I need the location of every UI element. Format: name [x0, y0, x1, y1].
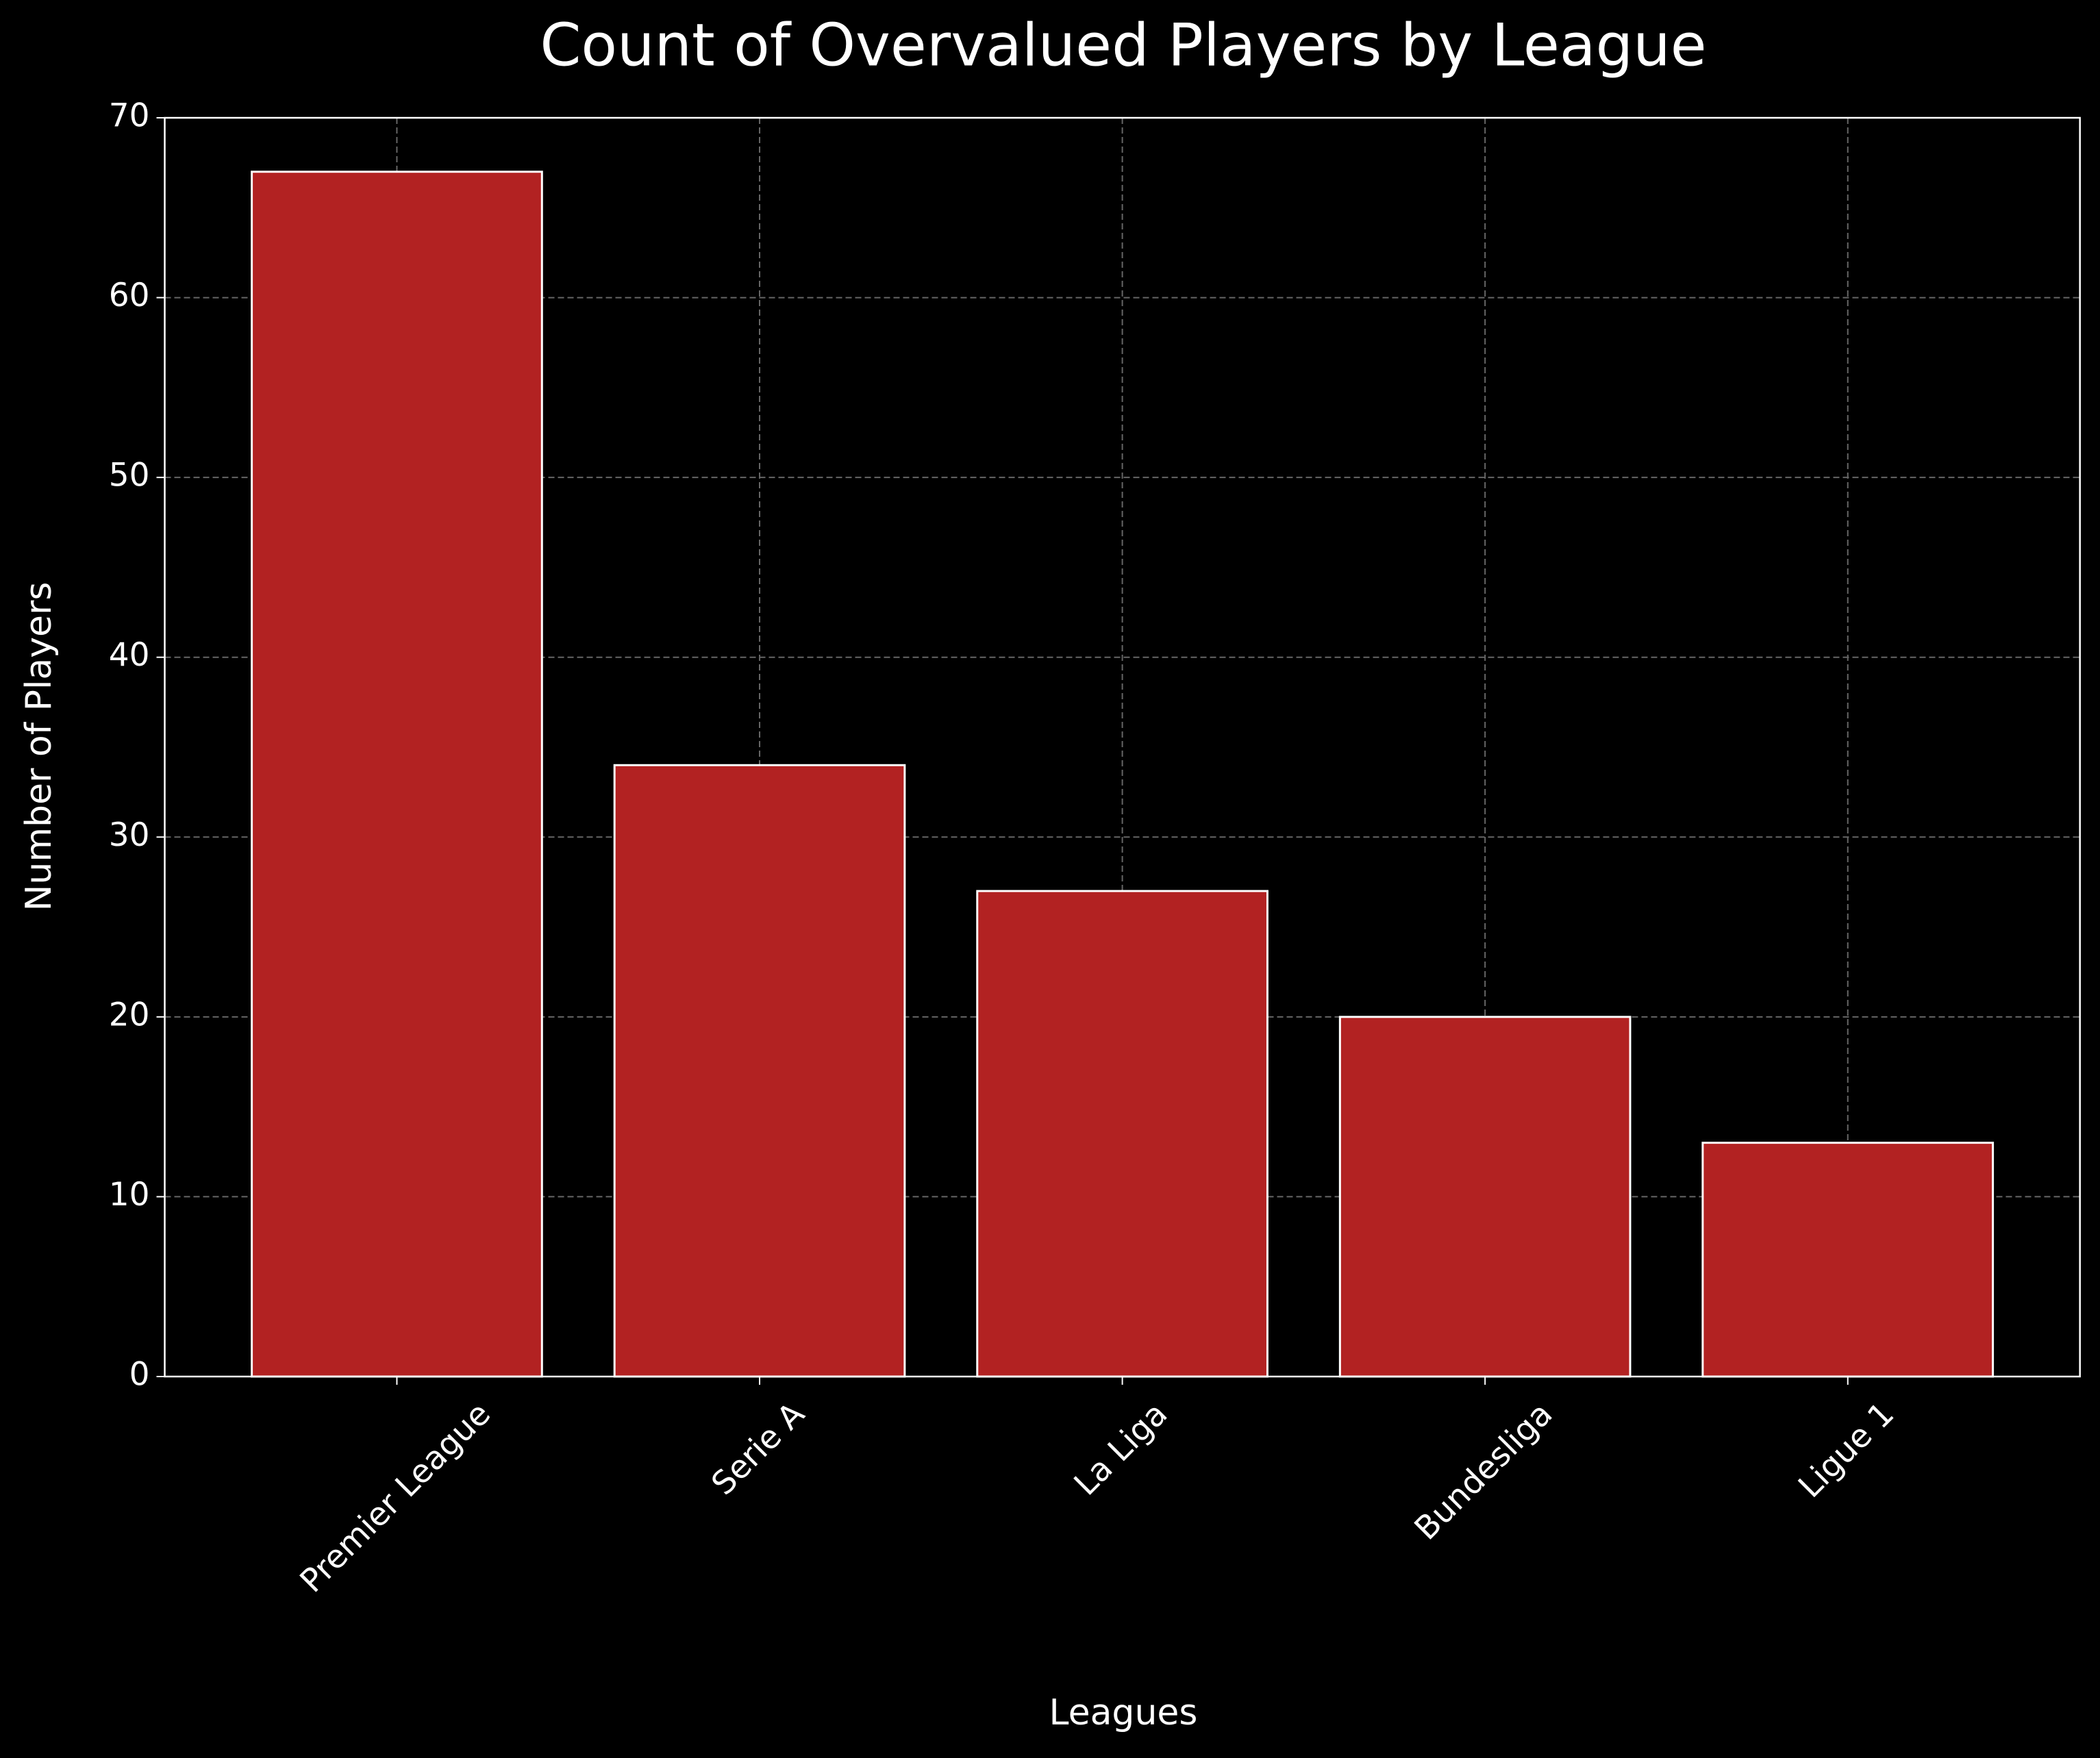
y-tick-label: 0 — [129, 1356, 150, 1394]
chart-title: Count of Overvalued Players by League — [540, 11, 1706, 79]
bar — [976, 890, 1268, 1378]
y-tick-label: 50 — [109, 457, 150, 494]
y-tick-label: 40 — [109, 636, 150, 674]
y-tick-label: 10 — [109, 1176, 150, 1214]
y-tick-label: 20 — [109, 996, 150, 1033]
bar — [1338, 1016, 1632, 1378]
y-tick-label: 30 — [109, 816, 150, 854]
y-tick-label: 60 — [109, 277, 150, 314]
plot-frame — [164, 116, 2081, 1378]
bar — [1701, 1142, 1995, 1378]
x-axis-label: Leagues — [1049, 1692, 1198, 1733]
bar — [613, 764, 906, 1378]
bar — [251, 171, 543, 1378]
y-tick-label: 70 — [109, 97, 150, 135]
y-axis-label: Number of Players — [18, 582, 60, 912]
